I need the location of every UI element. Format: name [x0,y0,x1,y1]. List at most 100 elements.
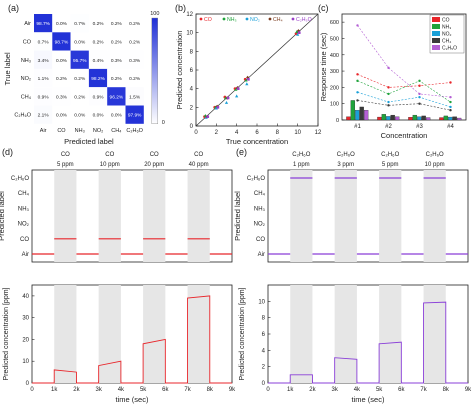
matrix-cell-label: 0.9% [93,94,105,100]
bar [359,106,364,121]
matrix-cell [125,50,144,69]
bar [386,116,391,121]
x-tick-label: 1k [51,387,58,393]
y-tick-label: C₂H₆O [11,176,29,182]
legend-label: NH₃ [227,17,237,23]
matrix-cell [52,87,71,106]
x-tick-label: 4 [235,130,239,136]
y-tick-label: 6 [190,68,194,74]
matrix-cell-label: 98.7% [36,21,50,27]
line-point [387,86,390,89]
matrix-cell [52,32,71,51]
exposure-window [290,285,313,383]
matrix-cell-label: 0.0% [93,113,105,119]
matrix-cell [70,14,89,33]
y-tick-label: 400 [330,53,339,59]
y-tick-label: 500 [330,36,339,42]
data-point [297,31,301,34]
bar [381,114,386,121]
plot-frame-top [267,169,469,263]
legend-label: NO₂ [250,17,260,23]
matrix-cell-label: 98.2% [91,76,105,82]
matrix-cell-label: 0.2% [111,39,123,45]
legend-marker [291,17,295,21]
x-tick-label: 9k [229,387,236,393]
matrix-cell-label: 3.4% [38,58,50,64]
legend-marker [245,17,249,21]
matrix-cell [125,87,144,106]
col-tick-label: CH₄ [111,128,122,134]
y-tick-label: 300 [330,69,339,75]
matrix-cell [88,50,108,69]
x-axis-label: time (sec) [352,395,385,404]
matrix-cell-label: 0.2% [129,76,141,82]
line-point [356,73,359,76]
exposure-window [423,170,446,262]
y-tick-label: 0 [336,118,339,124]
matrix-cell-label: 98.7% [55,39,69,45]
matrix-cell-label: 0.2% [111,21,123,27]
matrix-cell [88,68,108,88]
matrix-cell [34,14,53,33]
row-tick-label: CO [23,39,32,45]
col-tick-label: NO₂ [93,128,103,134]
legend-marker [222,17,226,21]
exposure-window [334,170,357,262]
x-tick-label: 10 [294,130,301,136]
x-tick-label: 8k [207,387,214,393]
matrix-cell-label: 0.4% [93,58,105,64]
y-axis-label: True label [3,52,12,85]
line-point [356,91,359,94]
x-tick-label: 7k [184,387,191,393]
matrix-cell-label: 0.3% [129,58,141,64]
line-point [449,95,452,99]
matrix-cell-label: 0.2% [93,39,105,45]
exposure-label: 5 ppm [57,162,74,168]
y-tick-label: NH₃ [254,206,266,212]
bar [421,115,426,121]
panel-label: (a) [8,3,19,13]
exposure-window [423,285,446,383]
bar [390,114,395,121]
line-point [356,99,359,102]
row-tick-label: NH₃ [21,58,31,64]
y-tick-label: 10 [186,31,193,37]
colorbar-tick: 100 [150,11,159,17]
y-tick-label: 6 [262,332,266,338]
y-tick-label: 2 [262,365,266,371]
matrix-cell-label: 95.7% [73,58,87,64]
legend-label: CH₄ [442,39,451,45]
exposure-window [187,170,210,262]
plot-frame-top [31,169,233,263]
data-point [224,100,229,104]
exposure-label: 40 ppm [189,162,209,168]
matrix-cell [107,105,126,124]
matrix-cell [52,68,71,88]
data-point [247,78,250,81]
col-tick-label: CO [57,128,66,134]
panel-label: (e) [236,147,247,157]
line-point [418,95,421,99]
legend-label: C₂H₅O [442,46,457,52]
matrix-cell [34,68,53,88]
y-tick-label: 10 [258,299,265,305]
y-tick-label: 12 [186,12,193,18]
data-point [235,94,239,98]
matrix-cell [52,50,71,69]
matrix-cell-label: 0.7% [74,21,86,27]
matrix-cell [107,50,126,69]
matrix-cell-label: 97.9% [128,113,142,119]
matrix-cell [125,68,144,88]
legend-label: CH₄ [273,17,283,23]
bar [412,114,417,121]
series-line [357,100,451,111]
line-point [449,109,452,112]
line-point [387,104,390,107]
data-point [226,96,230,100]
exposure-window [379,285,402,383]
panel-label: (c) [318,3,329,13]
matrix-cell [125,105,144,124]
x-tick-label: 3k [331,387,338,393]
legend-swatch [432,24,440,29]
